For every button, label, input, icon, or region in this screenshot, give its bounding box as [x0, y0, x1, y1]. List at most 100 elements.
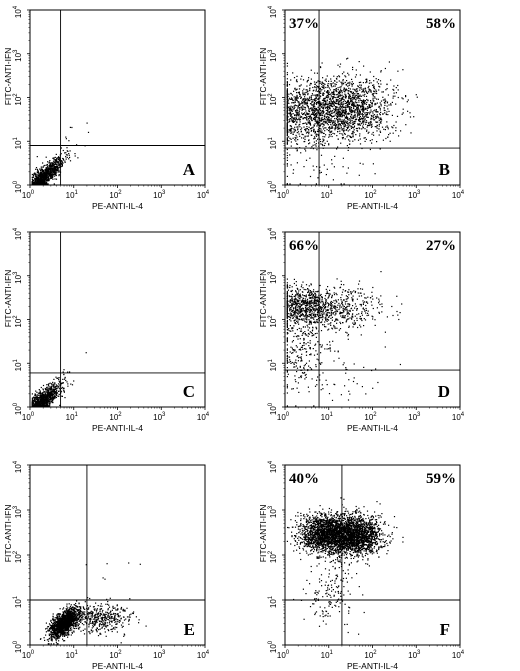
scatter-point — [380, 103, 382, 105]
scatter-point — [295, 97, 297, 99]
scatter-point — [37, 169, 39, 171]
scatter-point — [328, 119, 330, 121]
scatter-point — [347, 130, 349, 132]
scatter-point — [364, 140, 366, 142]
scatter-point — [56, 377, 58, 379]
scatter-point — [336, 103, 338, 105]
scatter-point — [323, 100, 325, 102]
scatter-point — [328, 102, 330, 104]
scatter-point — [407, 110, 409, 112]
scatter-point — [318, 105, 321, 107]
scatter-point — [323, 115, 325, 118]
scatter-point — [302, 94, 304, 96]
scatter-point — [49, 171, 51, 173]
scatter-point — [341, 98, 343, 100]
scatter-point — [42, 393, 44, 395]
scatter-point — [337, 103, 339, 105]
scatter-point — [55, 171, 57, 173]
scatter-point — [297, 128, 299, 130]
scatter-point — [327, 83, 329, 85]
scatter-point — [331, 83, 333, 85]
scatter-point — [320, 154, 323, 156]
scatter-point — [298, 92, 300, 94]
scatter-point — [332, 110, 334, 112]
scatter-point — [302, 134, 304, 136]
scatter-point — [352, 91, 354, 93]
scatter-point — [336, 126, 338, 129]
y-axis-label: FITC-ANTI-IFN — [3, 48, 13, 106]
scatter-point — [312, 94, 314, 96]
scatter-point — [296, 121, 298, 123]
scatter-point — [362, 118, 364, 120]
scatter-point — [39, 172, 41, 174]
scatter-point — [366, 130, 368, 132]
scatter-point — [373, 90, 375, 92]
scatter-point — [48, 405, 50, 407]
scatter-point — [362, 110, 364, 112]
scatter-point — [299, 103, 301, 105]
scatter-point — [360, 123, 362, 125]
scatter-point — [302, 98, 304, 100]
scatter-point — [330, 115, 332, 117]
scatter-point — [321, 86, 323, 88]
scatter-point — [295, 115, 297, 117]
scatter-point — [326, 102, 328, 104]
scatter-point — [313, 124, 315, 126]
scatter-point — [297, 129, 299, 131]
scatter-point — [366, 106, 369, 108]
scatter-point — [341, 129, 343, 131]
scatter-point — [333, 124, 335, 126]
scatter-point — [320, 123, 322, 125]
scatter-point — [331, 127, 333, 129]
scatter-point — [36, 176, 38, 178]
scatter-point — [315, 98, 317, 100]
scatter-point — [36, 402, 38, 404]
scatter-point — [362, 89, 365, 91]
scatter-point — [366, 92, 369, 94]
scatter-point — [321, 105, 323, 107]
scatter-point — [322, 132, 325, 134]
scatter-point — [76, 144, 78, 146]
scatter-point — [37, 181, 39, 183]
scatter-point — [40, 174, 43, 176]
scatter-point — [375, 89, 377, 91]
scatter-point — [352, 127, 355, 129]
scatter-point — [325, 80, 327, 82]
scatter-point — [319, 112, 321, 114]
scatter-point — [352, 93, 354, 95]
scatter-point — [321, 118, 323, 120]
scatter-point — [299, 126, 301, 128]
scatter-point — [291, 98, 293, 100]
scatter-point — [378, 125, 380, 127]
panel-letter: B — [439, 160, 450, 179]
scatter-point — [372, 95, 374, 97]
scatter-point — [346, 172, 348, 174]
scatter-point — [46, 163, 48, 166]
scatter-point — [384, 102, 386, 104]
scatter-point — [292, 102, 294, 104]
scatter-point — [295, 123, 297, 125]
scatter-point — [337, 128, 339, 130]
scatter-point — [305, 128, 307, 130]
scatter-point — [364, 103, 366, 105]
scatter-point — [45, 401, 47, 403]
scatter-point — [330, 99, 332, 101]
scatter-point — [350, 91, 352, 94]
scatter-point — [54, 178, 56, 180]
scatter-point — [348, 139, 350, 141]
scatter-point — [47, 399, 49, 401]
scatter-point — [346, 80, 348, 82]
scatter-point — [31, 400, 33, 402]
scatter-point — [349, 124, 351, 126]
scatter-point — [58, 159, 60, 161]
scatter-point — [314, 86, 316, 89]
scatter-point — [288, 113, 290, 115]
scatter-point — [367, 132, 369, 134]
scatter-point — [307, 113, 309, 115]
scatter-point — [370, 126, 373, 128]
scatter-point — [46, 174, 48, 176]
scatter-point — [345, 94, 347, 96]
scatter-point — [357, 124, 359, 126]
scatter-point — [57, 156, 60, 159]
scatter-point — [69, 150, 71, 152]
